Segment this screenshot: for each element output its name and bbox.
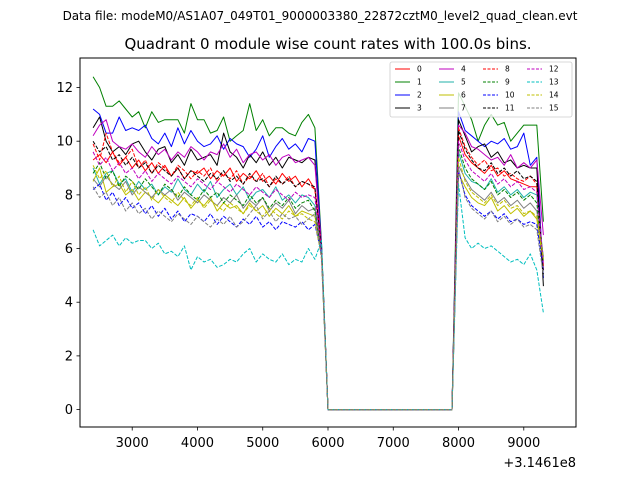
y-tick-label: 6 [65, 242, 73, 257]
legend-label: 1 [417, 78, 422, 87]
series-line-15 [92, 167, 544, 411]
y-tick-label: 8 [65, 188, 73, 203]
x-tick-label: 8000 [442, 436, 475, 451]
y-tick-label: 4 [65, 296, 73, 311]
x-tick-label: 7000 [377, 436, 410, 451]
legend-label: 3 [417, 104, 422, 113]
legend-label: 0 [417, 65, 422, 74]
legend-label: 13 [549, 78, 559, 87]
x-axis-offset-label: +3.1461e8 [503, 456, 576, 471]
series-line-12 [92, 140, 544, 411]
series-line-13 [92, 183, 544, 411]
x-tick-label: 4000 [181, 436, 214, 451]
legend-label: 9 [505, 78, 510, 87]
chart-suptitle: Data file: modeM0/AS1A07_049T01_90000033… [63, 9, 578, 23]
y-tick-label: 12 [56, 81, 73, 96]
legend-label: 7 [461, 104, 466, 113]
legend-label: 11 [505, 104, 515, 113]
x-tick-label: 9000 [507, 436, 540, 451]
series-layer [92, 76, 544, 411]
series-line-2 [92, 108, 544, 411]
series-line-0 [92, 135, 544, 411]
series-line-9 [92, 146, 544, 411]
legend-label: 6 [461, 91, 466, 100]
legend-label: 10 [505, 91, 515, 100]
series-line-1 [92, 76, 544, 411]
legend-label: 15 [549, 104, 559, 113]
legend-box [389, 61, 573, 118]
legend-label: 14 [549, 91, 559, 100]
y-tick-label: 0 [65, 403, 73, 418]
x-tick-label: 5000 [246, 436, 279, 451]
legend-label: 8 [505, 65, 510, 74]
series-line-4 [92, 119, 544, 411]
y-tick-label: 10 [56, 135, 73, 150]
series-line-11 [92, 130, 544, 411]
x-tick-label: 3000 [116, 436, 149, 451]
legend-label: 12 [549, 65, 559, 74]
legend-label: 5 [461, 78, 466, 87]
legend-label: 2 [417, 91, 422, 100]
chart-title: Quadrant 0 module wise count rates with … [124, 35, 531, 53]
y-tick-label: 2 [65, 349, 73, 364]
series-line-8 [92, 127, 544, 411]
series-line-3 [92, 116, 544, 411]
x-tick-label: 6000 [311, 436, 344, 451]
legend-label: 4 [461, 65, 466, 74]
